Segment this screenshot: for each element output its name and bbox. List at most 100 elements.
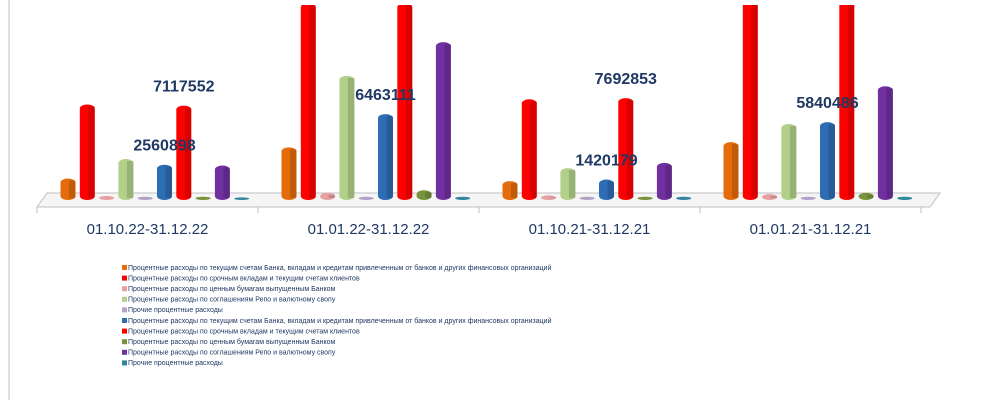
bar-body [781, 123, 797, 200]
bar-body [435, 42, 451, 200]
bar-shade [425, 192, 432, 198]
legend-swatch [122, 275, 127, 281]
bar-shade [290, 149, 297, 198]
bar [99, 196, 115, 200]
bar [157, 164, 172, 200]
bar [397, 5, 413, 200]
x-tick-label: 01.10.22-31.12.22 [87, 221, 209, 238]
bar-shade [770, 196, 778, 198]
bar-body [214, 165, 230, 200]
legend-swatch [122, 286, 127, 292]
bar-body [502, 181, 518, 200]
bar-shade [886, 88, 893, 198]
legend-label: Процентные расходы по ценным бумагам вып… [128, 285, 335, 293]
bar-body [762, 194, 778, 200]
bar-body [99, 196, 115, 200]
bar [176, 105, 192, 200]
bar-body [839, 5, 855, 200]
legend-swatch [122, 349, 127, 355]
bar-shade [568, 170, 576, 198]
bar [502, 181, 518, 200]
bar [118, 159, 134, 200]
bar-shade [309, 5, 316, 198]
data-label: 7692853 [595, 71, 657, 88]
bar-shade [69, 180, 76, 198]
bar [214, 165, 230, 200]
bar [320, 192, 336, 200]
bar-shade [184, 107, 192, 198]
bar-shade [626, 100, 634, 198]
bar-shade [347, 77, 355, 198]
bar-body [800, 196, 816, 200]
bar-body [79, 104, 95, 200]
bar [300, 5, 316, 200]
bar-body [521, 99, 537, 200]
legend-label: Процентные расходы по соглашениям Репо и… [128, 297, 336, 304]
bar-body [339, 75, 355, 200]
bar [579, 196, 595, 200]
bar-shade [511, 183, 518, 198]
bar-body [137, 196, 153, 200]
bar [416, 190, 432, 200]
floor [36, 192, 941, 208]
bar-shade [867, 194, 874, 198]
bar [435, 42, 451, 200]
legend-swatch [122, 339, 127, 345]
bar [877, 86, 893, 200]
plot-area [60, 5, 913, 200]
bar [195, 196, 211, 200]
legend-swatch [122, 318, 127, 323]
bar-body [637, 196, 653, 200]
bar [521, 99, 537, 200]
data-label: 1420179 [575, 153, 637, 170]
bar-body [320, 192, 336, 200]
legend-swatch [122, 296, 127, 302]
bar [762, 194, 778, 200]
bar-shade [751, 5, 758, 198]
bar-body [60, 178, 76, 200]
x-tick-label: 01.01.21-31.12.21 [750, 221, 872, 238]
bar [281, 147, 297, 200]
bar-body [858, 192, 874, 200]
bar [637, 196, 653, 200]
bar-body [281, 147, 297, 200]
data-label: 6463111 [355, 87, 416, 104]
bar-shade [126, 161, 134, 198]
bar-body [618, 98, 634, 200]
bar-body [723, 142, 739, 200]
bar-shade [549, 197, 557, 198]
legend-label: Процентные расходы по срочным вкладам и … [128, 275, 360, 282]
bar-shade [607, 181, 614, 198]
bar-body [455, 196, 471, 200]
bar [541, 195, 557, 200]
bar-body [397, 5, 413, 200]
bar-shade [386, 116, 393, 198]
bar [599, 179, 614, 200]
bar [800, 196, 816, 200]
labels: 2560898 6463111 1420179 5840486 7117552 76928… [133, 71, 858, 169]
bar [79, 104, 95, 200]
bar-shade [88, 106, 95, 198]
bar-shade [328, 194, 336, 198]
bar-body [599, 179, 614, 200]
x-tick-label: 01.01.22-31.12.22 [308, 221, 430, 238]
bar-body [195, 196, 211, 200]
bar-body [234, 197, 250, 200]
bar-body [820, 122, 835, 200]
bar-body [656, 162, 672, 200]
legend-label: Процентные расходы по текущим счетам Бан… [128, 264, 552, 272]
legend-label: Прочие процентные расходы [128, 307, 223, 314]
bar [742, 5, 758, 200]
bar [656, 162, 672, 200]
bar-body [742, 5, 758, 200]
bar [234, 197, 250, 200]
bar-shade [223, 167, 230, 198]
bar-body [676, 196, 692, 200]
bar [676, 196, 692, 200]
bar [560, 168, 576, 200]
bar-body [378, 114, 393, 200]
legend-label: Процентные расходы по соглашениям Репо и… [128, 350, 336, 357]
bar-shade [444, 44, 451, 198]
bar [358, 196, 374, 200]
bar-body [157, 164, 172, 200]
